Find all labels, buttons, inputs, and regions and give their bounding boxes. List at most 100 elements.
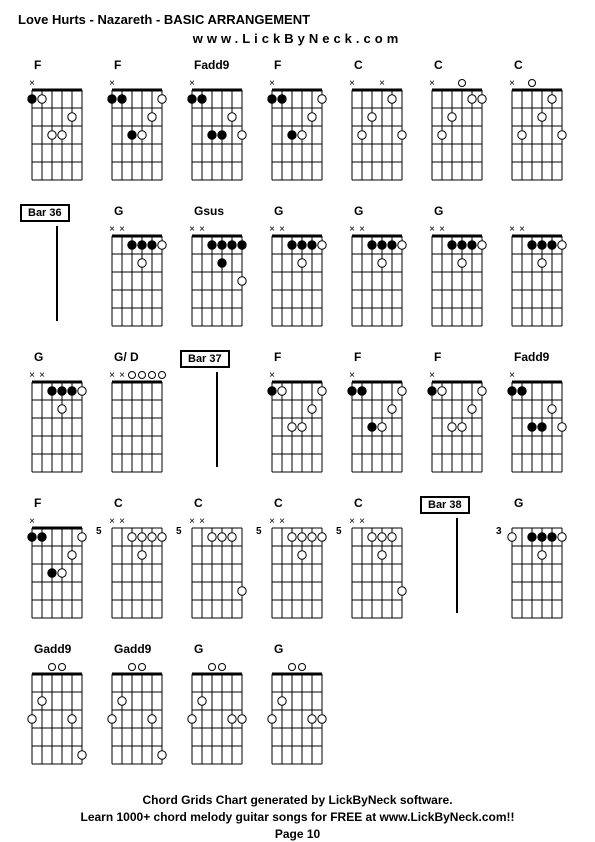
chord-name: G <box>514 496 523 512</box>
chord-diagram: Gadd9 <box>98 642 176 782</box>
chord-grid <box>106 658 168 768</box>
chord-diagram: F× <box>258 350 336 490</box>
fret-position-label: 5 <box>336 526 342 537</box>
chord-grid: 5×× <box>106 512 168 622</box>
chord-diagram: Fadd9 × <box>178 58 256 198</box>
chord-name: Fadd9 <box>194 58 229 74</box>
chord-name: F <box>34 58 41 74</box>
chord-diagram: F× <box>418 350 496 490</box>
chord-diagram: C 5 × × <box>338 496 416 636</box>
bar-divider <box>56 226 58 321</box>
chord-diagram: G <box>178 642 256 782</box>
chord-diagram: ×× <box>498 204 576 344</box>
bar-divider <box>456 518 458 613</box>
chord-diagram: G×× <box>18 350 96 490</box>
chord-grid <box>26 658 88 768</box>
chord-name: G <box>274 642 283 658</box>
chord-diagram: C× <box>418 58 496 198</box>
svg-text:×: × <box>29 78 35 89</box>
svg-text:×: × <box>509 370 515 381</box>
page-footer: Chord Grids Chart generated by LickByNec… <box>18 792 577 842</box>
footer-line-1: Chord Grids Chart generated by LickByNec… <box>18 792 577 809</box>
svg-text:×: × <box>109 516 115 527</box>
chord-name: C <box>434 58 443 74</box>
svg-text:×: × <box>119 370 125 381</box>
chord-name: F <box>274 350 281 366</box>
svg-text:×: × <box>109 224 115 235</box>
svg-text:×: × <box>439 224 445 235</box>
bar-divider <box>216 372 218 467</box>
chord-diagram: C5×× <box>178 496 256 636</box>
chord-grid: ×× <box>346 220 408 330</box>
chord-diagram: C5×× <box>258 496 336 636</box>
bar-label: Bar 36 <box>20 204 70 222</box>
bar-marker: Bar 37 <box>178 350 256 490</box>
footer-line-2: Learn 1000+ chord melody guitar songs fo… <box>18 809 577 826</box>
svg-text:×: × <box>199 224 205 235</box>
chord-name: G <box>274 204 283 220</box>
chord-name: Fadd9 <box>514 350 549 366</box>
svg-text:×: × <box>119 516 125 527</box>
chord-grid: ×× <box>186 220 248 330</box>
chord-grid: 5×× <box>346 512 408 622</box>
bar-label: Bar 37 <box>180 350 230 368</box>
svg-text:×: × <box>429 370 435 381</box>
chord-diagram: F× <box>258 58 336 198</box>
chord-name: G <box>354 204 363 220</box>
svg-text:×: × <box>119 224 125 235</box>
chord-name: F <box>274 58 281 74</box>
svg-text:×: × <box>189 224 195 235</box>
svg-text:×: × <box>189 516 195 527</box>
svg-text:×: × <box>359 516 365 527</box>
fret-position-label: 5 <box>96 526 102 537</box>
chord-grid: ×× <box>106 220 168 330</box>
chord-name: Gadd9 <box>114 642 151 658</box>
page-title: Love Hurts - Nazareth - BASIC ARRANGEMEN… <box>18 12 577 27</box>
chord-diagram: G/ D×× <box>98 350 176 490</box>
chord-name: C <box>354 496 363 512</box>
bar-marker: Bar 38 <box>418 496 496 636</box>
chord-grid: × <box>506 74 568 184</box>
chord-grid <box>266 658 328 768</box>
fret-position-label: 5 <box>176 526 182 537</box>
chord-diagram: G×× <box>338 204 416 344</box>
chord-diagram: Gsus×× <box>178 204 256 344</box>
svg-text:×: × <box>199 516 205 527</box>
chord-diagram: F× <box>18 58 96 198</box>
chord-grid: × <box>346 366 408 476</box>
svg-text:×: × <box>39 370 45 381</box>
chord-diagram: C× <box>498 58 576 198</box>
chord-name: G <box>34 350 43 366</box>
svg-text:×: × <box>429 224 435 235</box>
chord-grid: ×× <box>506 220 568 330</box>
chord-name: G <box>434 204 443 220</box>
bar-marker: Bar 36 <box>18 204 96 344</box>
chord-grid: ×× <box>266 220 328 330</box>
chord-name: F <box>434 350 441 366</box>
chord-grid: × <box>506 366 568 476</box>
svg-text:×: × <box>269 516 275 527</box>
chord-diagram: G <box>258 642 336 782</box>
chord-grid: 3 <box>506 512 568 622</box>
svg-text:×: × <box>349 370 355 381</box>
chord-name: C <box>514 58 523 74</box>
chord-grid: × <box>266 74 328 184</box>
chord-grid: × <box>186 74 248 184</box>
chord-name: Gsus <box>194 204 224 220</box>
svg-text:×: × <box>189 78 195 89</box>
svg-text:×: × <box>359 224 365 235</box>
chord-grid: × <box>426 74 488 184</box>
chord-grid: × <box>26 74 88 184</box>
chord-diagram: Gadd9 <box>18 642 96 782</box>
chord-grid: × <box>26 512 88 622</box>
chord-grid: ×× <box>426 220 488 330</box>
chord-grid: × <box>426 366 488 476</box>
chord-name: G <box>194 642 203 658</box>
svg-text:×: × <box>269 78 275 89</box>
svg-text:×: × <box>349 516 355 527</box>
svg-text:×: × <box>279 516 285 527</box>
chord-diagram: G×× <box>418 204 496 344</box>
fret-position-label: 3 <box>496 526 502 537</box>
chord-diagram: C5×× <box>98 496 176 636</box>
chord-name: G <box>114 204 123 220</box>
